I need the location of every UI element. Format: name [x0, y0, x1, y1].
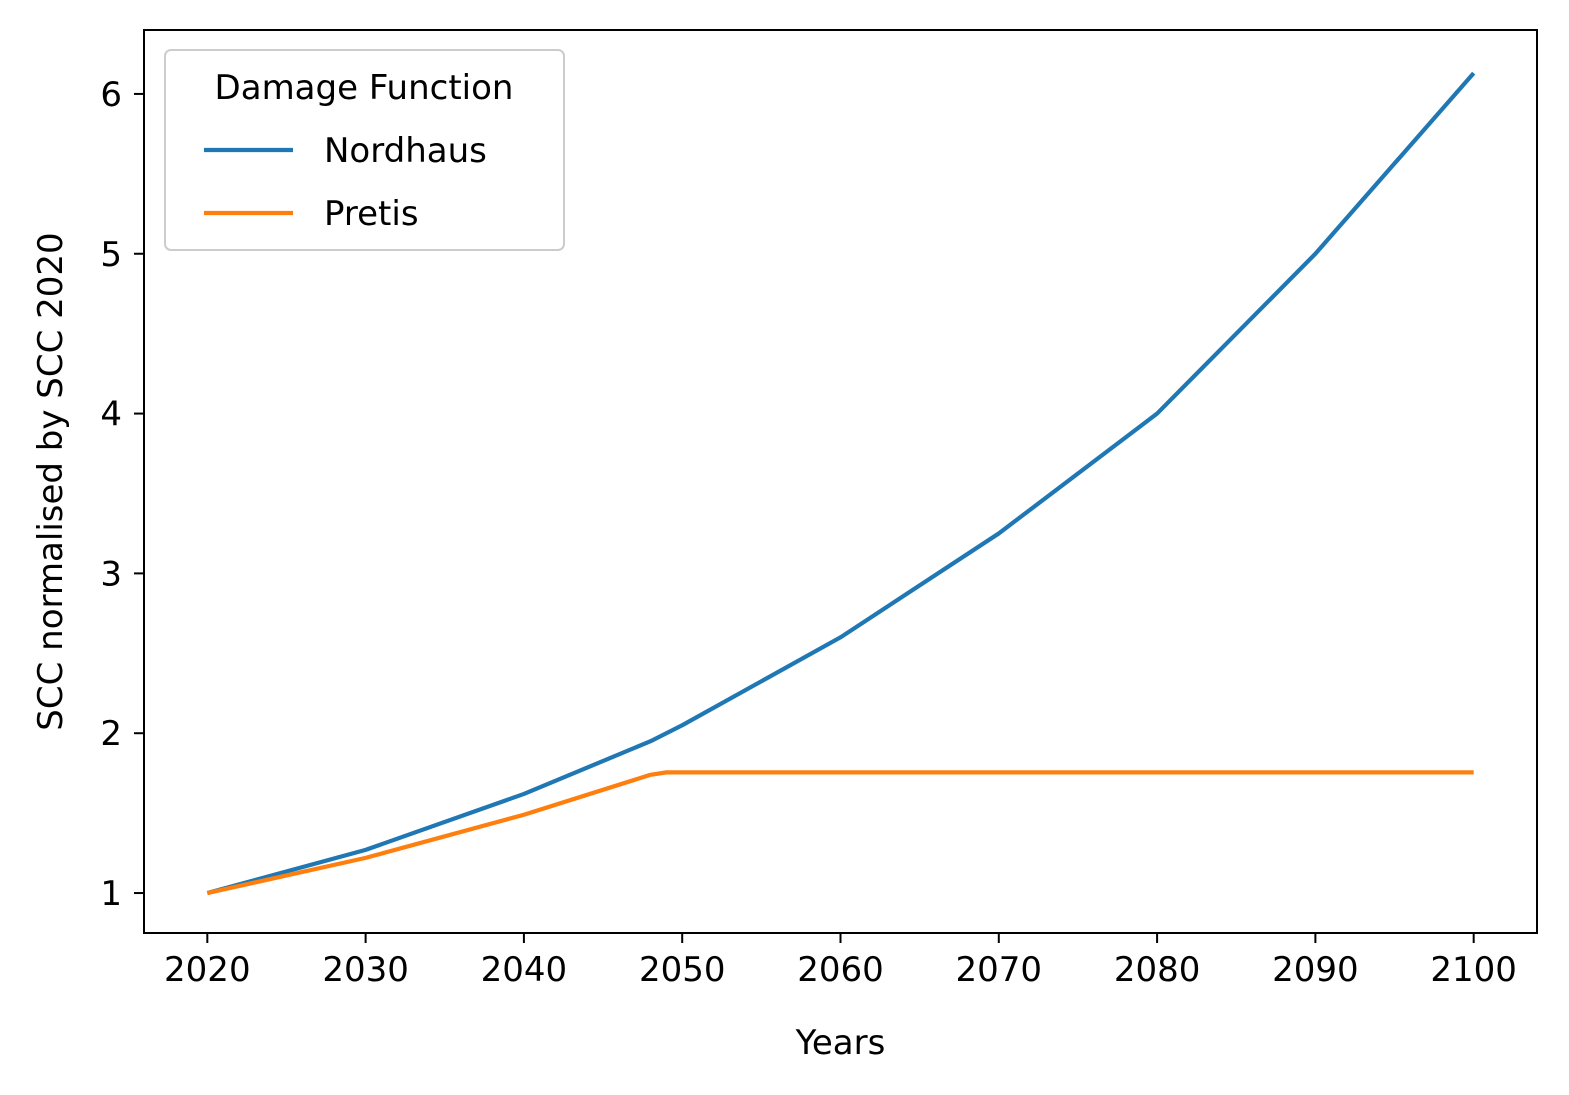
legend: Damage Function Nordhaus Pretis: [164, 49, 565, 251]
y-axis-label: SCC normalised by SCC 2020: [31, 232, 71, 730]
series-line-nordhaus: [206, 71, 1476, 896]
y-tick-label: 6: [100, 75, 122, 115]
y-tick-label: 4: [100, 395, 122, 435]
x-tick-label: 2020: [164, 950, 251, 990]
x-tick-label: 2090: [1272, 950, 1359, 990]
x-tick-label: 2030: [322, 950, 409, 990]
series-line-pretis: [206, 770, 1474, 896]
legend-label-pretis: Pretis: [324, 194, 419, 234]
axes: 2020 2030 2040 2050 2060 2070 2080 2090 2100 1 2 3 4…: [100, 29, 1538, 990]
x-tick-label: 2070: [956, 950, 1043, 990]
x-tick-label: 2050: [639, 950, 726, 990]
legend-box: [164, 49, 565, 251]
x-axis-label: Years: [795, 1023, 886, 1063]
legend-label-nordhaus: Nordhaus: [324, 131, 487, 171]
y-tick-label: 2: [100, 714, 122, 754]
x-tick-label: 2060: [797, 950, 884, 990]
y-tick-label: 3: [100, 554, 122, 594]
x-tick-label: 2080: [1114, 950, 1201, 990]
legend-title: Damage Function: [215, 68, 514, 108]
y-tick-label: 5: [100, 235, 122, 275]
y-tick-label: 1: [100, 874, 122, 914]
x-tick-label: 2040: [481, 950, 568, 990]
plot-area: [206, 71, 1476, 896]
x-tick-label: 2100: [1430, 950, 1517, 990]
